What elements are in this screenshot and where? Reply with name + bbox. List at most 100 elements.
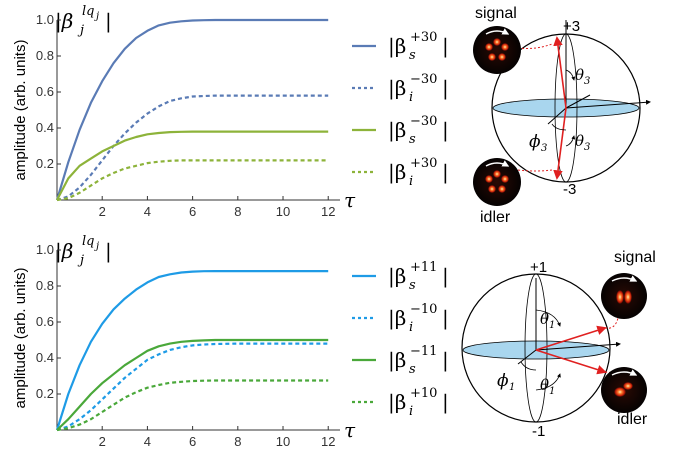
south-label: -3 xyxy=(563,181,576,198)
legend-label-sup: +30 xyxy=(410,30,437,45)
title-sup: lq xyxy=(82,4,94,19)
signal-label: signal xyxy=(614,249,656,266)
title-sup-sub: j xyxy=(94,241,99,252)
x-axis-arrow xyxy=(535,341,621,351)
north-label: +3 xyxy=(563,18,580,35)
legend-label-sub: i xyxy=(409,90,413,105)
idler-label: idler xyxy=(617,411,648,428)
y-tick-label: 0.8 xyxy=(36,278,54,293)
projection-line xyxy=(517,349,537,365)
title-sub: j xyxy=(77,23,84,38)
series-line xyxy=(56,94,329,202)
x-axis-arrow xyxy=(565,99,651,109)
signal-beam-image xyxy=(473,26,521,74)
top-chart: amplitude (arb. units) |β j lq j | τ 2 4 6… xyxy=(12,4,449,219)
phi-label: ϕ xyxy=(497,371,509,391)
signal-label: signal xyxy=(475,5,517,22)
y-tick-label: 0.6 xyxy=(36,314,54,329)
theta-arc-bottom xyxy=(535,373,561,391)
bottom-chart: amplitude (arb. units) |β j lq j | τ 2 4 6… xyxy=(12,234,449,449)
theta-sub-bottom: 3 xyxy=(584,142,590,153)
legend-label-sup: +30 xyxy=(410,156,437,171)
phi-sub: 1 xyxy=(509,382,515,393)
theta-sub-top: 3 xyxy=(584,76,590,87)
theta-arc-top xyxy=(565,69,576,81)
y-tick-label: 0.2 xyxy=(36,386,54,401)
y-tick-label: 0.4 xyxy=(36,120,54,135)
signal-connector xyxy=(604,317,619,329)
legend-label-sub: i xyxy=(409,404,413,419)
y-tick-label: 0.4 xyxy=(36,350,54,365)
phi-arc xyxy=(551,123,567,131)
legend-label-sub: i xyxy=(409,174,413,189)
legend-label-base: |β xyxy=(388,76,406,101)
series-line xyxy=(55,270,329,431)
x-tick-label: 6 xyxy=(189,204,196,219)
legend-label-sup: −30 xyxy=(410,114,437,129)
series-line xyxy=(56,159,329,202)
theta-label-bottom: θ xyxy=(575,132,584,150)
phi-sub: 3 xyxy=(541,143,547,154)
theta-label-top: θ xyxy=(575,66,584,84)
legend: |β s+30 ||β i−30 ||β s−30 ||β i+30 | xyxy=(352,30,449,189)
legend-label-sub: s xyxy=(409,362,416,377)
legend-label-bar: | xyxy=(442,160,449,185)
legend-label-base: |β xyxy=(388,306,406,331)
idler-connector xyxy=(517,169,553,172)
x-tick-label: 4 xyxy=(144,204,151,219)
signal-vector xyxy=(535,325,607,351)
x-tick-label: 10 xyxy=(276,434,290,449)
title-sup-sub: j xyxy=(94,11,99,22)
legend-label-bar: | xyxy=(442,390,449,415)
y-tick-label: 0.6 xyxy=(36,84,54,99)
y-tick-label: 0.2 xyxy=(36,156,54,171)
signal-connector xyxy=(517,43,553,49)
legend-label-bar: | xyxy=(442,264,449,289)
title-sub: j xyxy=(77,253,84,268)
series-line xyxy=(56,338,329,431)
series-line xyxy=(56,342,329,432)
signal-beam-image xyxy=(601,273,647,319)
theta-sub-bottom: 1 xyxy=(549,386,555,397)
top-sphere-diagram: +3 -3 θ 3 θ 3 ϕ 3 signal idler xyxy=(473,5,651,226)
x-tick-label: 6 xyxy=(189,434,196,449)
legend-label-bar: | xyxy=(442,34,449,59)
x-tick-label: 4 xyxy=(144,434,151,449)
theta-label-bottom: θ xyxy=(540,376,549,394)
projection-line xyxy=(547,107,567,125)
title-base: |β xyxy=(55,239,73,264)
legend-label-base: |β xyxy=(388,348,406,373)
title-base: |β xyxy=(55,9,73,34)
legend: |β s+11 ||β i−10 ||β s−11 ||β i+10 | xyxy=(352,260,449,419)
x-tick-label: 2 xyxy=(99,434,106,449)
x-tick-label: 12 xyxy=(321,434,335,449)
legend-label-sub: s xyxy=(409,132,416,147)
ticks: 2 4 6 8 10 12 0.2 0.4 0.6 0.8 1.0 xyxy=(36,242,336,449)
series-lines xyxy=(55,270,329,432)
x-tick-label: 8 xyxy=(234,434,241,449)
x-tick-label: 12 xyxy=(321,204,335,219)
y-tick-label: 0.8 xyxy=(36,48,54,63)
phi-label: ϕ xyxy=(529,132,541,152)
title-sup: lq xyxy=(82,234,94,249)
series-line xyxy=(56,130,329,201)
legend-label-sup: −30 xyxy=(410,72,437,87)
idler-vector xyxy=(553,107,567,180)
idler-label: idler xyxy=(480,209,511,226)
legend-label-bar: | xyxy=(442,306,449,331)
theta-sub-top: 1 xyxy=(549,320,555,331)
y-axis-line xyxy=(565,94,591,109)
x-tick-label: 10 xyxy=(276,204,290,219)
legend-label-sub: s xyxy=(409,278,416,293)
series-lines xyxy=(55,18,329,202)
chart-title: |β j lq j | xyxy=(55,234,112,268)
legend-label-sup: −11 xyxy=(410,344,437,359)
idler-vector xyxy=(535,349,607,375)
legend-label-base: |β xyxy=(388,264,406,289)
title-bar: | xyxy=(105,239,112,264)
south-label: -1 xyxy=(532,423,545,440)
legend-label-sub: s xyxy=(409,48,416,63)
series-line xyxy=(55,18,329,201)
x-tick-label: 2 xyxy=(99,204,106,219)
